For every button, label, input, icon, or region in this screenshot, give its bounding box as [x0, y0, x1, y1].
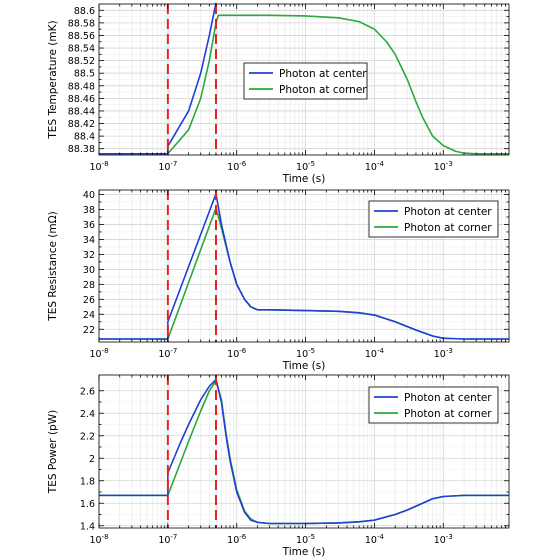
- chart-panel-3: 10-8 10-7 10-6 10-5 10-4 10-3 1.4 1.6 1.8 2 2.2 2.4…: [47, 374, 510, 558]
- legend-label: Photon at corner: [279, 84, 367, 96]
- x-axis-title: Time (s): [282, 546, 326, 558]
- x-axis-title: Time (s): [282, 173, 326, 185]
- plot-frame: [98, 374, 510, 529]
- x-tick-label: 10-3: [434, 160, 453, 173]
- y-tick-label: 88.38: [68, 144, 95, 155]
- y-tick-label: 36: [83, 220, 95, 231]
- y-tick-label: 88.54: [68, 44, 95, 55]
- y-tick-label: 26: [83, 295, 95, 306]
- legend-label: Photon at center: [404, 206, 492, 218]
- y-tick-label: 88.46: [68, 94, 95, 105]
- y-axis-title: TES Temperature (mK): [47, 20, 59, 139]
- legend-label: Photon at center: [279, 68, 367, 80]
- x-tick-label: 10-5: [296, 160, 315, 173]
- y-tick-label: 28: [83, 280, 95, 291]
- y-tick-label: 40: [83, 190, 95, 201]
- legend-label: Photon at corner: [404, 408, 492, 420]
- y-tick-label: 34: [83, 235, 95, 246]
- legend: Photon at center Photon at corner: [368, 386, 499, 424]
- y-tick-label: 38: [83, 205, 95, 216]
- x-tick-label: 10-6: [227, 347, 247, 360]
- legend: Photon at center Photon at corner: [368, 200, 499, 238]
- legend-box: [368, 200, 499, 238]
- plot-frame: [98, 189, 510, 343]
- legend-box: [368, 386, 499, 424]
- y-tick-label: 88.42: [68, 119, 95, 130]
- y-tick-label: 88.4: [74, 132, 95, 143]
- legend-label: Photon at center: [404, 392, 492, 404]
- x-tick-label: 10-4: [365, 533, 385, 546]
- y-axis-title: TES Resistance (mΩ): [47, 211, 59, 321]
- y-tick-label: 32: [83, 250, 95, 261]
- y-tick-label: 2: [89, 454, 95, 465]
- x-tick-label: 10-3: [434, 347, 453, 360]
- y-tick-label: 1.6: [80, 499, 95, 510]
- legend-label: Photon at corner: [404, 222, 492, 234]
- x-tick-label: 10-8: [89, 347, 108, 360]
- y-tick-label: 2.6: [80, 386, 95, 397]
- x-tick-label: 10-3: [434, 533, 453, 546]
- y-tick-label: 24: [83, 310, 95, 321]
- y-tick-label: 22: [83, 325, 95, 336]
- x-tick-label: 10-6: [227, 160, 247, 173]
- x-tick-label: 10-7: [158, 347, 177, 360]
- y-tick-label: 88.5: [74, 69, 95, 80]
- series-line-photon-at-corner: [99, 14, 509, 155]
- y-tick-label: 88.56: [68, 31, 95, 42]
- x-tick-label: 10-5: [296, 347, 315, 360]
- y-axis-title: TES Power (pW): [47, 410, 59, 494]
- y-tick-label: 88.52: [68, 56, 95, 67]
- x-tick-label: 10-5: [296, 533, 315, 546]
- y-tick-label: 30: [83, 265, 95, 276]
- x-tick-label: 10-6: [227, 533, 247, 546]
- x-axis-title: Time (s): [282, 360, 326, 372]
- legend-box: [243, 62, 368, 100]
- y-tick-label: 1.4: [80, 521, 95, 532]
- y-tick-label: 88.58: [68, 18, 95, 29]
- y-tick-label: 2.4: [80, 409, 95, 420]
- y-tick-label: 88.44: [68, 106, 95, 117]
- series-line-photon-at-center: [99, 192, 509, 340]
- x-tick-label: 10-8: [89, 533, 108, 546]
- y-tick-label: 88.6: [74, 6, 95, 17]
- y-tick-label: 1.8: [80, 476, 95, 487]
- chart-panel-2: 10-8 10-7 10-6 10-5 10-4 10-3 22 24 26 28 30 32 34 36…: [47, 189, 510, 372]
- x-tick-label: 10-4: [365, 160, 385, 173]
- x-tick-label: 10-7: [158, 160, 177, 173]
- x-tick-label: 10-8: [89, 160, 108, 173]
- y-tick-label: 2.2: [80, 431, 95, 442]
- y-tick-label: 88.48: [68, 81, 95, 92]
- legend: Photon at center Photon at corner: [243, 62, 368, 100]
- x-tick-label: 10-7: [158, 533, 177, 546]
- series-line-photon-at-center: [99, 378, 509, 525]
- x-tick-label: 10-4: [365, 347, 385, 360]
